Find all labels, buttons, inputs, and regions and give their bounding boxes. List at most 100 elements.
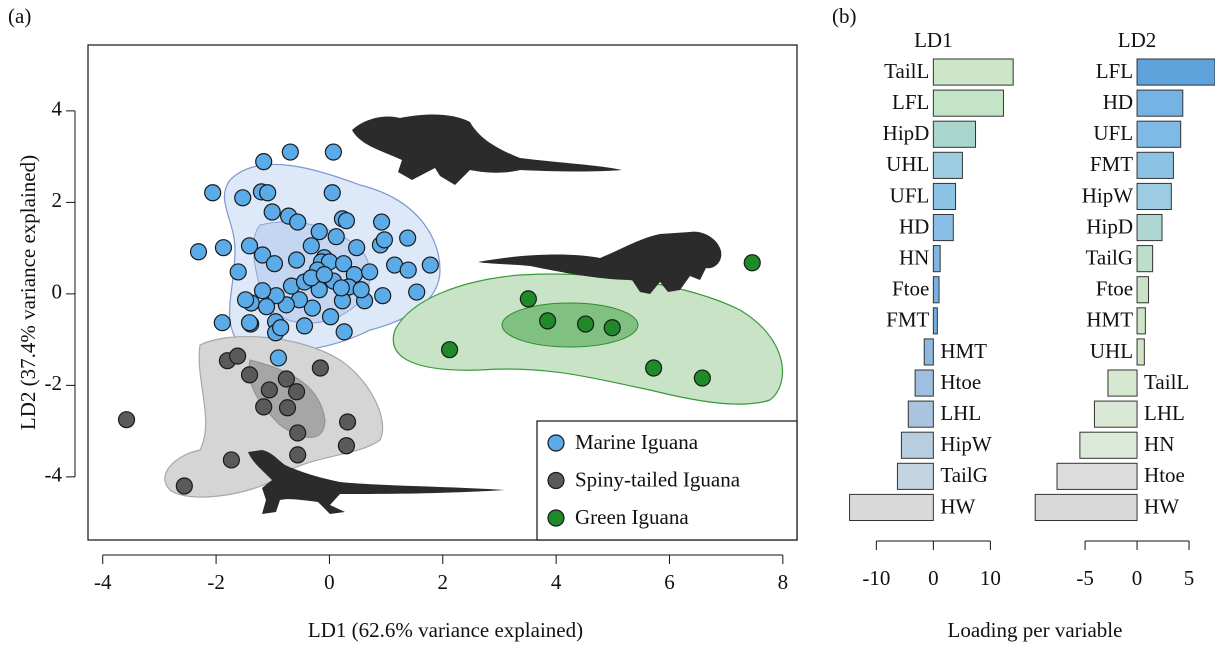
point [264, 204, 280, 220]
bar-label: HMT [940, 339, 987, 363]
point [311, 224, 327, 240]
bar [933, 308, 937, 334]
point [338, 213, 354, 229]
bar-label: FMT [1090, 152, 1133, 176]
x-axis-title: LD1 (62.6% variance explained) [308, 618, 583, 642]
x-tick-label: -10 [862, 566, 890, 590]
bar-label: TailG [940, 463, 988, 487]
y-tick-label: -2 [45, 371, 63, 395]
bar-label: HW [940, 494, 975, 518]
legend-label: Green Iguana [575, 505, 689, 529]
legend-marker [548, 510, 564, 526]
panel-title: LD2 [1118, 28, 1157, 52]
point [230, 264, 246, 280]
marine-silhouette [352, 115, 622, 185]
x-tick-label: -2 [207, 570, 225, 594]
point [191, 244, 207, 260]
point [338, 438, 354, 454]
bar-label: HipD [883, 121, 930, 145]
point [223, 452, 239, 468]
bar-label: HN [899, 245, 929, 269]
point [325, 144, 341, 160]
point [205, 185, 221, 201]
point [520, 291, 536, 307]
bar [1137, 183, 1171, 209]
x-tick-label: 0 [324, 570, 335, 594]
point [242, 367, 258, 383]
point [694, 370, 710, 386]
bar [933, 90, 1003, 116]
bar [1137, 59, 1215, 85]
bar-label: UHL [886, 152, 929, 176]
point [400, 230, 416, 246]
bar [1108, 370, 1137, 396]
figure: (a)-4-202468-4-2024LD1 (62.6% variance e… [0, 0, 1215, 650]
bar [1137, 246, 1153, 272]
point [328, 229, 344, 245]
panel-label: (b) [832, 4, 857, 28]
x-tick-label: 4 [551, 570, 562, 594]
point [282, 144, 298, 160]
bar-label: HipW [940, 432, 992, 456]
panel-label: (a) [8, 4, 31, 28]
point [235, 190, 251, 206]
point [375, 288, 391, 304]
point [230, 348, 246, 364]
x-tick-label: 10 [980, 566, 1001, 590]
point [176, 478, 192, 494]
point [290, 214, 306, 230]
point [333, 280, 349, 296]
bar-label: HD [899, 214, 929, 238]
bar-label: Htoe [940, 370, 981, 394]
bar [1080, 432, 1137, 458]
point [119, 412, 135, 428]
x-tick-label: -5 [1076, 566, 1094, 590]
point [400, 262, 416, 278]
point [256, 154, 272, 170]
point [270, 350, 286, 366]
bar [1137, 339, 1144, 365]
bar-label: HipD [1086, 214, 1133, 238]
y-tick-label: 4 [52, 97, 63, 121]
point [290, 425, 306, 441]
bar [915, 370, 933, 396]
point [261, 382, 277, 398]
point [340, 414, 356, 430]
legend-label: Marine Iguana [575, 430, 699, 454]
bar-label: Ftoe [1096, 277, 1133, 301]
bar-label: LFL [1096, 59, 1133, 83]
bar-label: UFL [890, 183, 930, 207]
point [442, 342, 458, 358]
bar-label: TailL [1144, 370, 1189, 394]
point [238, 292, 254, 308]
point [323, 309, 339, 325]
bar [1137, 277, 1148, 303]
bar [1137, 308, 1145, 334]
point [744, 255, 760, 271]
point [409, 284, 425, 300]
x-tick-label: -4 [94, 570, 112, 594]
x-tick-label: 8 [778, 570, 789, 594]
point [290, 447, 306, 463]
x-tick-label: 6 [664, 570, 675, 594]
bar [1035, 494, 1137, 520]
point [646, 360, 662, 376]
point [353, 282, 369, 298]
point [214, 315, 230, 331]
x-tick-label: 2 [438, 570, 449, 594]
bar-label: UHL [1090, 339, 1133, 363]
point [422, 257, 438, 273]
bar-label: HN [1144, 432, 1174, 456]
bar [850, 494, 934, 520]
point [260, 185, 276, 201]
bar-label: HipW [1082, 183, 1134, 207]
legend-marker [548, 473, 564, 489]
panel-title: LD1 [914, 28, 953, 52]
bar [1137, 214, 1162, 240]
point [336, 324, 352, 340]
point [255, 283, 271, 299]
point [303, 238, 319, 254]
point [312, 360, 328, 376]
y-tick-label: -4 [45, 463, 63, 487]
x-tick-label: 0 [928, 566, 939, 590]
